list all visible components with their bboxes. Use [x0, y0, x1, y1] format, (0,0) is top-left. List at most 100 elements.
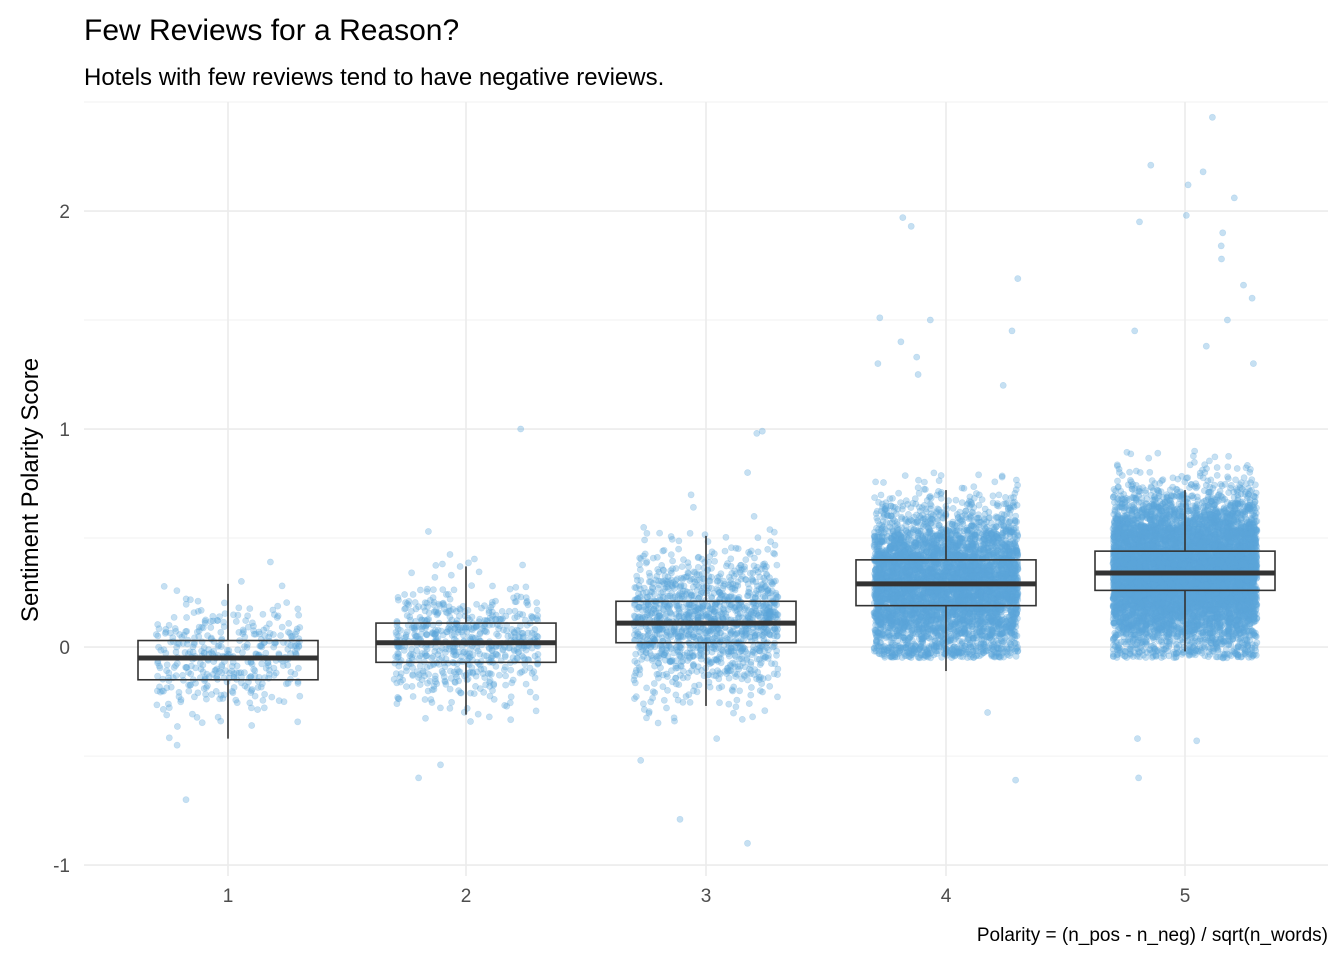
data-point [635, 643, 643, 651]
data-point [408, 569, 415, 577]
data-point [727, 555, 735, 563]
data-point [645, 708, 653, 715]
data-point [523, 598, 531, 605]
data-point [170, 614, 178, 621]
data-point [278, 582, 286, 590]
data-point [295, 642, 303, 650]
data-point [716, 589, 724, 596]
data-point [202, 616, 209, 624]
data-point [487, 658, 495, 665]
data-point [694, 554, 702, 562]
data-point [678, 563, 686, 570]
data-point [652, 626, 660, 634]
data-point [256, 642, 264, 650]
data-point [759, 688, 766, 696]
data-point [156, 664, 164, 672]
data-point [663, 704, 670, 712]
data-point [631, 657, 639, 665]
data-point [220, 618, 227, 626]
data-point [677, 574, 685, 582]
data-point [751, 605, 759, 612]
data-point [250, 666, 258, 673]
data-point [722, 610, 730, 618]
data-point [221, 610, 229, 617]
data-point [392, 628, 400, 636]
data-point [221, 667, 229, 675]
data-point [163, 711, 171, 719]
data-point [717, 655, 725, 662]
data-point [190, 609, 198, 616]
data-point [450, 651, 457, 658]
data-point [648, 584, 656, 591]
data-point [269, 606, 277, 614]
data-point [291, 631, 299, 638]
data-point [501, 702, 509, 709]
data-point [165, 621, 173, 629]
data-point [678, 627, 686, 634]
data-point [774, 693, 781, 701]
data-point [486, 677, 494, 684]
data-point [447, 625, 455, 633]
data-point [163, 667, 170, 675]
data-point [209, 617, 217, 625]
data-point [172, 672, 180, 679]
data-point [248, 619, 256, 627]
chart-title: Few Reviews for a Reason? [84, 14, 459, 47]
data-point [467, 689, 474, 697]
data-point [657, 590, 665, 597]
data-point [413, 647, 420, 654]
data-point [465, 559, 472, 567]
data-point [291, 670, 299, 678]
data-point [293, 628, 300, 635]
data-point [270, 664, 278, 672]
data-point [186, 596, 194, 604]
data-point [710, 550, 718, 558]
data-point [274, 612, 282, 620]
data-point [157, 646, 165, 654]
data-point [183, 614, 190, 621]
data-point [771, 626, 779, 634]
data-point [261, 632, 269, 640]
data-point [237, 578, 245, 585]
data-point [251, 672, 259, 680]
data-point [488, 598, 496, 606]
data-point [444, 659, 452, 667]
data-point [532, 694, 540, 701]
data-point [970, 483, 978, 491]
data-point [409, 591, 417, 598]
data-point [243, 684, 251, 691]
data-point [742, 556, 750, 564]
data-point [647, 698, 655, 706]
data-point [250, 630, 258, 638]
data-point [248, 686, 256, 693]
data-point [698, 570, 706, 578]
data-point [438, 654, 446, 661]
data-point [702, 629, 710, 636]
data-point [667, 551, 675, 558]
data-point [416, 586, 424, 594]
data-point [737, 636, 745, 643]
data-point [186, 648, 194, 656]
data-point [658, 634, 666, 642]
data-point [489, 582, 496, 590]
data-point [755, 676, 763, 684]
data-point [764, 587, 771, 594]
data-point [270, 643, 278, 651]
data-point [643, 654, 651, 662]
data-point [432, 644, 439, 651]
data-point [251, 692, 259, 700]
data-point [216, 613, 223, 621]
data-point [736, 687, 743, 695]
data-point [748, 575, 756, 583]
data-point [507, 716, 515, 724]
data-point [673, 628, 680, 636]
data-point [285, 620, 293, 627]
data-point [669, 557, 676, 565]
data-point [155, 662, 163, 670]
data-point [724, 665, 731, 672]
data-point [640, 552, 647, 560]
data-point [234, 611, 242, 619]
data-point [686, 645, 694, 652]
data-point [160, 646, 168, 654]
data-point [190, 693, 198, 701]
